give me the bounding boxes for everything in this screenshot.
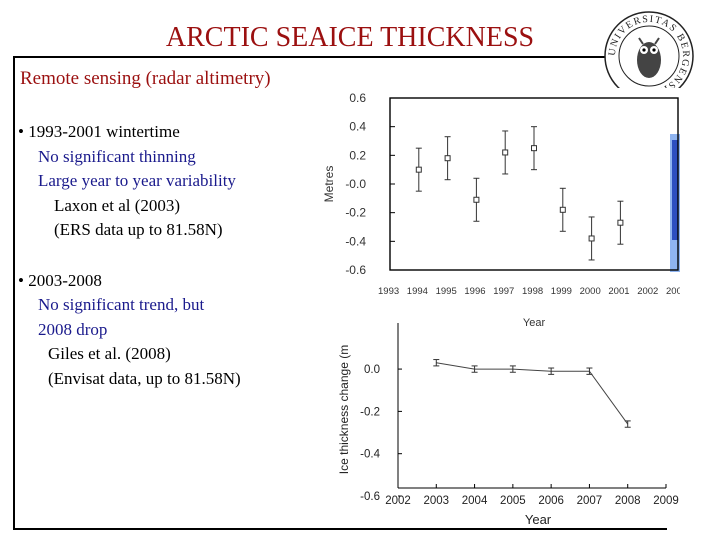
ers-data-point xyxy=(473,196,480,203)
ers-data-point xyxy=(559,206,566,213)
ers-chart: 0.6 0.4 0.2 -0.0 -0.2 -0.4 -0.6 Metres 1993 1994 1… xyxy=(322,91,680,329)
ers-ytick-label: -0.4 xyxy=(345,234,366,248)
bullet-2: • 2003-2008 xyxy=(18,270,102,290)
ers-data-point xyxy=(531,145,537,152)
envisat-ylabel: Ice thickness change (m xyxy=(337,345,351,474)
ers-data-point xyxy=(617,219,624,226)
ers-ytick-label: 0.4 xyxy=(349,120,366,134)
envisat-xtick-label: 2008 xyxy=(615,495,641,507)
envisat-xtick-label: 2005 xyxy=(500,495,526,507)
charts-panel: 0.6 0.4 0.2 -0.0 -0.2 -0.4 -0.6 Metres 1993 1994 1… xyxy=(318,88,680,528)
bullet-1-reference: (ERS data up to 81.58N) xyxy=(54,220,223,239)
ers-ylabel: Metres xyxy=(322,166,336,203)
ers-ytick-label: -0.0 xyxy=(345,177,366,191)
envisat-chart: 0.0 -0.2 -0.4 -0.6 2002 2003 2004 2005 2006 2007 2… xyxy=(337,323,679,527)
ers-ytick-label: -0.2 xyxy=(345,206,366,220)
ers-plot-frame xyxy=(389,97,679,271)
ers-data-point xyxy=(502,149,509,156)
color-scale-bar-inner xyxy=(672,140,678,240)
slide-title: ARCTIC SEAICE THICKNESS xyxy=(165,22,535,53)
bullet-2-line: No significant trend, but xyxy=(38,295,205,314)
bullet-2-reference: Giles et al. (2008) xyxy=(48,344,171,363)
envisat-series-line xyxy=(436,362,629,425)
ers-xtick-label: 2003 xyxy=(666,286,680,297)
ers-xtick-label: 2000 xyxy=(580,286,601,297)
envisat-xtick-label: 2007 xyxy=(577,495,603,507)
envisat-xtick-label: 2004 xyxy=(462,495,488,507)
bullet-1-line: Large year to year variability xyxy=(38,171,236,190)
ers-xtick-label: 1995 xyxy=(436,286,457,297)
ers-xtick-label: 1994 xyxy=(407,286,428,297)
envisat-ytick-label: 0.0 xyxy=(364,364,380,376)
ers-ytick-label: 0.6 xyxy=(349,91,366,105)
ers-xtick-label: 1998 xyxy=(522,286,543,297)
owl-body xyxy=(637,42,661,78)
ers-xtick-label: 2001 xyxy=(608,286,629,297)
envisat-xlabel: Year xyxy=(525,512,552,527)
ers-data-point xyxy=(415,166,422,173)
ers-data-point xyxy=(444,155,451,162)
envisat-xtick-label: 2003 xyxy=(423,495,449,507)
bullet-1-reference: Laxon et al (2003) xyxy=(54,195,181,215)
ers-xtick-label: 1997 xyxy=(493,286,514,297)
ers-xlabel: Year xyxy=(523,317,546,329)
university-seal: UNIVERSITAS BERGENSIS xyxy=(604,11,694,101)
envisat-xtick-label: 2002 xyxy=(385,495,411,507)
envisat-ytick-label: -0.2 xyxy=(360,406,380,418)
ers-xtick-label: 1999 xyxy=(551,286,572,297)
envisat-xtick-label: 2006 xyxy=(538,495,564,507)
envisat-ytick-label: -0.4 xyxy=(360,449,380,461)
slide-subtitle: Remote sensing (radar altimetry) xyxy=(20,68,271,89)
ers-xtick-label: 2002 xyxy=(637,286,658,297)
bullet-2-reference: (Envisat data, up to 81.58N) xyxy=(48,368,241,388)
bullet-1: • 1993-2001 wintertime xyxy=(18,122,180,141)
ers-xtick-label: 1996 xyxy=(464,286,485,297)
bullet-list: • 1993-2001 wintertime No significant th… xyxy=(18,120,241,391)
bullet-2-line: 2008 drop xyxy=(38,319,108,339)
ers-xtick-label: 1993 xyxy=(378,286,399,297)
bullet-1-line: No significant thinning xyxy=(38,146,196,166)
ers-data-point xyxy=(588,235,595,242)
envisat-xtick-label: 2009 xyxy=(653,495,679,507)
ers-ytick-label: 0.2 xyxy=(349,148,366,162)
envisat-ytick-label: -0.6 xyxy=(360,491,380,503)
ers-ytick-label: -0.6 xyxy=(345,263,366,277)
